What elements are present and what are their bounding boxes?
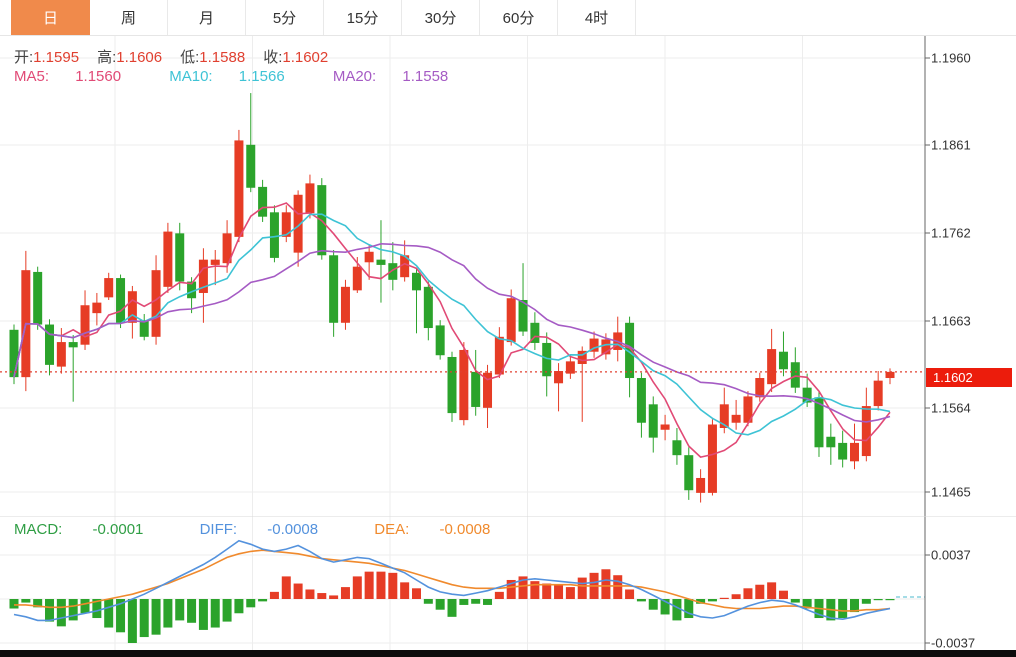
tab-period-0[interactable]: 日 <box>11 0 90 35</box>
bottom-border-bar <box>0 650 1016 657</box>
macd-value: MACD: -0.0001 <box>14 521 144 538</box>
close-value: 1.1602 <box>282 49 329 66</box>
price-axis-label-0: 1.1960 <box>931 50 971 66</box>
last-price-badge: 1.1602 <box>926 368 1012 387</box>
macd-axis-label-1: -0.0037 <box>931 635 976 651</box>
tab-period-1[interactable]: 周 <box>90 0 168 35</box>
price-axis-label-5: 1.1465 <box>931 484 971 500</box>
low-label: 低: <box>180 49 200 66</box>
price-axis-label-1: 1.1861 <box>931 137 971 153</box>
open-value: 1.1595 <box>33 49 80 66</box>
tab-period-6[interactable]: 60分 <box>480 0 558 35</box>
high-label: 高: <box>97 49 117 66</box>
ma20-readout: MA20: 1.1558 <box>332 68 449 85</box>
open-label: 开: <box>14 49 34 66</box>
ma20-line <box>13 242 891 423</box>
ma10-readout: MA10: 1.1566 <box>169 68 285 85</box>
price-axis-label-2: 1.1762 <box>931 225 971 241</box>
diff-line <box>13 539 891 622</box>
macd-readout: MACD: -0.0001 DIFF: -0.0008 DEA: -0.0008 <box>14 521 542 538</box>
macd-axis-label-0: 0.0037 <box>931 547 971 563</box>
period-tab-bar: 日周月 5分 15分 30分 60分 4时 <box>0 0 1016 36</box>
macd-chart[interactable] <box>0 517 1016 657</box>
close-label: 收: <box>263 49 283 66</box>
ma-readout: MA5: 1.1560 MA10: 1.1566 MA20: 1.1558 <box>14 68 492 85</box>
ma10-line <box>13 213 891 436</box>
ma5-readout: MA5: 1.1560 <box>14 68 122 85</box>
high-value: 1.1606 <box>116 49 163 66</box>
tab-period-7[interactable]: 4时 <box>558 0 636 35</box>
price-axis-label-4: 1.1564 <box>931 400 971 416</box>
tab-period-4[interactable]: 15分 <box>324 0 402 35</box>
ohlc-readout: 开:1.1595 高:1.1606 低:1.1588 收:1.1602 <box>14 46 346 67</box>
diff-value: DIFF: -0.0008 <box>199 521 319 538</box>
dea-value: DEA: -0.0008 <box>374 521 491 538</box>
tab-period-3[interactable]: 5分 <box>246 0 324 35</box>
tab-period-2[interactable]: 月 <box>168 0 246 35</box>
ma5-line <box>13 202 891 458</box>
low-value: 1.1588 <box>199 49 246 66</box>
candlestick-chart[interactable] <box>0 36 1016 517</box>
price-axis-label-3: 1.1663 <box>931 313 971 329</box>
tab-period-5[interactable]: 30分 <box>402 0 480 35</box>
